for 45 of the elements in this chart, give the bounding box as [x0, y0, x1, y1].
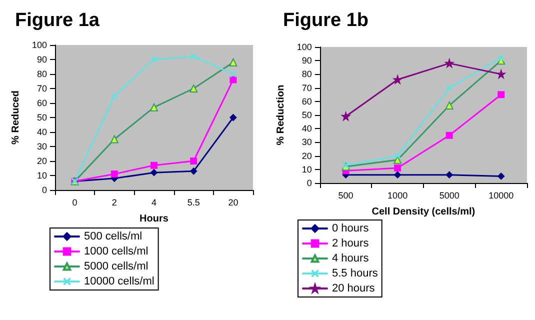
y-tick-label: 20 [36, 156, 47, 166]
y-tick-label: 80 [36, 69, 47, 79]
legend-label: 5000 cells/ml [84, 260, 148, 272]
y-tick-label: 30 [36, 142, 47, 152]
legend-label: 1000 cells/ml [84, 246, 148, 258]
x-tick-label: 0 [72, 198, 78, 208]
y-tick-label: 50 [302, 110, 312, 120]
x-tick-label: 4 [151, 198, 157, 208]
y-tick-label: 100 [296, 42, 312, 52]
y-tick-label: 100 [32, 40, 47, 50]
legend-label: 2 hours [332, 238, 370, 250]
y-axis-title: % Reduced [10, 90, 22, 144]
y-tick-label: 10 [302, 164, 312, 174]
x-tick-label: 2 [112, 198, 117, 208]
legend-label: 4 hours [332, 252, 370, 264]
x-tick-label: 10000 [488, 190, 514, 200]
legend-label: 10000 cells/ml [84, 276, 154, 288]
y-tick-label: 30 [302, 137, 312, 148]
y-tick-label: 20 [302, 150, 312, 161]
chart-title: Figure 1b [283, 10, 369, 31]
y-tick-label: 0 [306, 178, 312, 188]
y-tick-label: 10 [36, 170, 47, 180]
y-tick-label: 50 [36, 112, 47, 122]
y-tick-label: 40 [36, 127, 47, 137]
legend-label: 0 hours [332, 222, 370, 234]
legend-label: 500 cells/ml [84, 230, 142, 242]
x-axis-title: Cell Density (cells/ml) [372, 206, 476, 218]
legend-label: 5.5 hours [332, 268, 378, 280]
x-tick-label: 20 [228, 198, 238, 208]
y-tick-label: 70 [36, 84, 47, 94]
y-axis-title: % Reduction [276, 84, 286, 146]
x-tick-label: 5.5 [187, 198, 200, 208]
x-tick-label: 1000 [388, 190, 408, 200]
chart-title: Figure 1a [15, 10, 100, 31]
y-tick-label: 60 [36, 98, 47, 108]
y-tick-label: 60 [302, 96, 312, 106]
y-tick-label: 70 [302, 82, 312, 93]
x-tick-label: 500 [338, 190, 354, 200]
x-axis-title: Hours [140, 214, 169, 224]
y-tick-label: 40 [302, 124, 312, 134]
y-tick-label: 90 [36, 54, 47, 64]
legend-label: 20 hours [332, 282, 376, 294]
x-tick-label: 5000 [439, 190, 460, 200]
y-tick-label: 80 [302, 69, 312, 80]
y-tick-label: 90 [302, 56, 312, 66]
